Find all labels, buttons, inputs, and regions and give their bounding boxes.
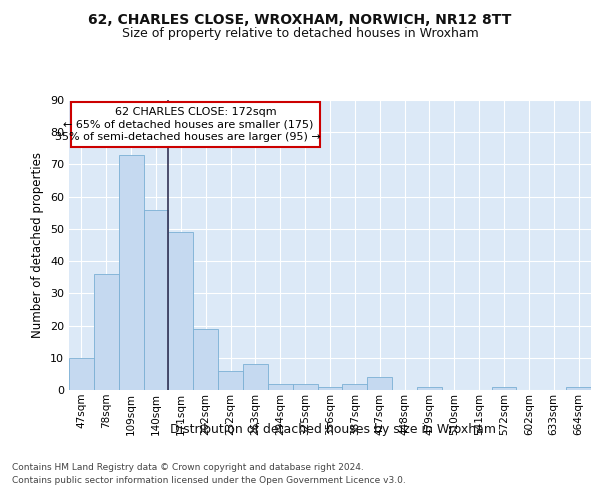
Text: Contains public sector information licensed under the Open Government Licence v3: Contains public sector information licen… — [12, 476, 406, 485]
Text: Contains HM Land Registry data © Crown copyright and database right 2024.: Contains HM Land Registry data © Crown c… — [12, 462, 364, 471]
Text: 62, CHARLES CLOSE, WROXHAM, NORWICH, NR12 8TT: 62, CHARLES CLOSE, WROXHAM, NORWICH, NR1… — [88, 12, 512, 26]
Bar — [69, 358, 94, 390]
Bar — [143, 210, 169, 390]
Bar — [169, 232, 193, 390]
Bar — [566, 387, 591, 390]
Bar — [367, 377, 392, 390]
Bar — [94, 274, 119, 390]
Text: 62 CHARLES CLOSE: 172sqm: 62 CHARLES CLOSE: 172sqm — [115, 107, 277, 117]
Bar — [317, 387, 343, 390]
Bar — [417, 387, 442, 390]
Text: 35% of semi-detached houses are larger (95) →: 35% of semi-detached houses are larger (… — [55, 132, 321, 142]
Bar — [193, 329, 218, 390]
Bar — [268, 384, 293, 390]
Text: Size of property relative to detached houses in Wroxham: Size of property relative to detached ho… — [122, 28, 478, 40]
Bar — [293, 384, 317, 390]
Bar — [218, 370, 243, 390]
FancyBboxPatch shape — [71, 102, 320, 146]
Text: Distribution of detached houses by size in Wroxham: Distribution of detached houses by size … — [170, 422, 496, 436]
Bar — [343, 384, 367, 390]
Text: ← 65% of detached houses are smaller (175): ← 65% of detached houses are smaller (17… — [63, 119, 314, 129]
Y-axis label: Number of detached properties: Number of detached properties — [31, 152, 44, 338]
Bar — [119, 155, 143, 390]
Bar — [491, 387, 517, 390]
Bar — [243, 364, 268, 390]
